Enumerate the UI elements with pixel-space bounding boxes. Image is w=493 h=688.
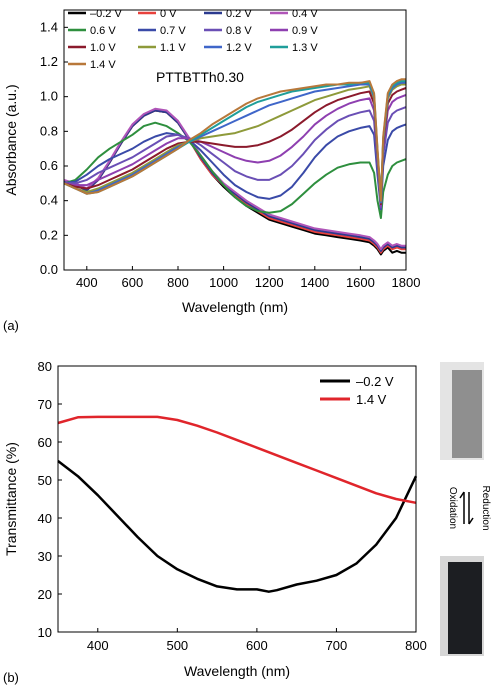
legend-label-a-5: 0.7 V xyxy=(160,25,186,37)
x-tick-label-b-2: 600 xyxy=(246,638,268,653)
legend-label-a-1: 0 V xyxy=(160,8,177,20)
plot-frame-b xyxy=(57,365,417,633)
y-tick-label-a-2: 0.4 xyxy=(40,193,58,208)
y-tick-label-a-5: 1.0 xyxy=(40,89,58,104)
photo-panel: Oxidation Reduction xyxy=(440,362,491,656)
y-axis-label-a: Absorbance (a.u.) xyxy=(3,84,19,195)
panel-b: 400 500 600 700 800 10 20 30 40 50 60 70 80 Wavelengt… xyxy=(3,359,427,685)
y-tick-label-b-7: 80 xyxy=(38,359,52,374)
x-axis-label-b: Wavelength (nm) xyxy=(184,663,290,679)
y-tick-label-a-0: 0.0 xyxy=(40,262,58,277)
legend-label-a-11: 1.3 V xyxy=(292,42,318,54)
panel-label-b: (b) xyxy=(3,670,19,685)
oxidation-label: Oxidation xyxy=(447,487,458,529)
y-tick-label-b-2: 30 xyxy=(38,549,52,564)
reduction-label: Reduction xyxy=(480,485,491,530)
x-tick-label-b-1: 500 xyxy=(166,638,188,653)
legend-label-a-12: 1.4 V xyxy=(90,59,116,71)
x-tick-label-a-2: 800 xyxy=(167,275,189,290)
series-line-a-10 xyxy=(63,81,406,204)
series-line-a-5 xyxy=(63,123,407,211)
y-axis-label-b: Transmittance (%) xyxy=(3,442,19,556)
y-tick-label-b-1: 20 xyxy=(38,587,52,602)
reduced-film-strip xyxy=(448,562,482,654)
x-tick-label-a-5: 1400 xyxy=(300,275,329,290)
x-tick-label-a-7: 1800 xyxy=(392,275,421,290)
series-line-a-4 xyxy=(63,121,407,219)
series-line-a-7 xyxy=(63,93,407,207)
legend-label-b-0: –0.2 V xyxy=(356,374,394,389)
legend-label-a-10: 1.2 V xyxy=(226,42,252,54)
x-tick-label-a-6: 1600 xyxy=(346,275,375,290)
x-tick-label-a-4: 1200 xyxy=(255,275,284,290)
redox-arrows-icon xyxy=(459,491,474,525)
legend-label-a-9: 1.1 V xyxy=(160,42,186,54)
y-tick-label-b-4: 50 xyxy=(38,473,52,488)
y-tick-label-a-7: 1.4 xyxy=(40,19,58,34)
series-line-a-8 xyxy=(63,87,407,206)
series-line-b-0 xyxy=(57,460,418,593)
y-tick-label-a-6: 1.2 xyxy=(40,54,58,69)
series-line-a-12 xyxy=(63,78,406,202)
series-line-a-3 xyxy=(63,107,406,251)
x-tick-label-a-0: 400 xyxy=(76,275,98,290)
x-tick-label-b-0: 400 xyxy=(87,638,109,653)
oxidized-film-strip xyxy=(452,370,482,458)
x-tick-label-b-4: 800 xyxy=(405,638,427,653)
panel-label-a: (a) xyxy=(3,318,19,333)
y-tick-label-b-6: 70 xyxy=(38,397,52,412)
legend-label-a-2: 0.2 V xyxy=(226,8,252,20)
series-line-b-1 xyxy=(57,415,417,505)
y-tick-label-b-0: 10 xyxy=(38,625,52,640)
series-line-a-6 xyxy=(64,106,407,209)
legend-label-a-0: –0.2 V xyxy=(90,8,122,20)
panel-a: 400 600 800 1000 1200 1400 1600 1800 0.0 0.2 0.4 0.… xyxy=(3,8,420,333)
x-axis-label-a: Wavelength (nm) xyxy=(182,299,288,315)
x-tick-label-a-3: 1000 xyxy=(209,275,238,290)
x-tick-label-b-3: 700 xyxy=(326,638,348,653)
y-tick-label-a-1: 0.2 xyxy=(40,227,58,242)
legend-label-a-6: 0.8 V xyxy=(226,25,252,37)
y-tick-label-b-5: 60 xyxy=(38,435,52,450)
y-tick-label-b-3: 40 xyxy=(38,511,52,526)
plot-frame-a xyxy=(63,9,407,271)
y-tick-label-a-3: 0.6 xyxy=(40,158,58,173)
legend-label-a-8: 1.0 V xyxy=(90,42,116,54)
chart-title-a: PTTBTTh0.30 xyxy=(156,69,244,85)
legend-label-b-1: 1.4 V xyxy=(356,392,387,407)
x-tick-label-a-1: 600 xyxy=(122,275,144,290)
legend-label-a-7: 0.9 V xyxy=(292,25,318,37)
legend-label-a-3: 0.4 V xyxy=(292,8,318,20)
y-tick-label-a-4: 0.8 xyxy=(40,123,58,138)
legend-label-a-4: 0.6 V xyxy=(90,25,116,37)
